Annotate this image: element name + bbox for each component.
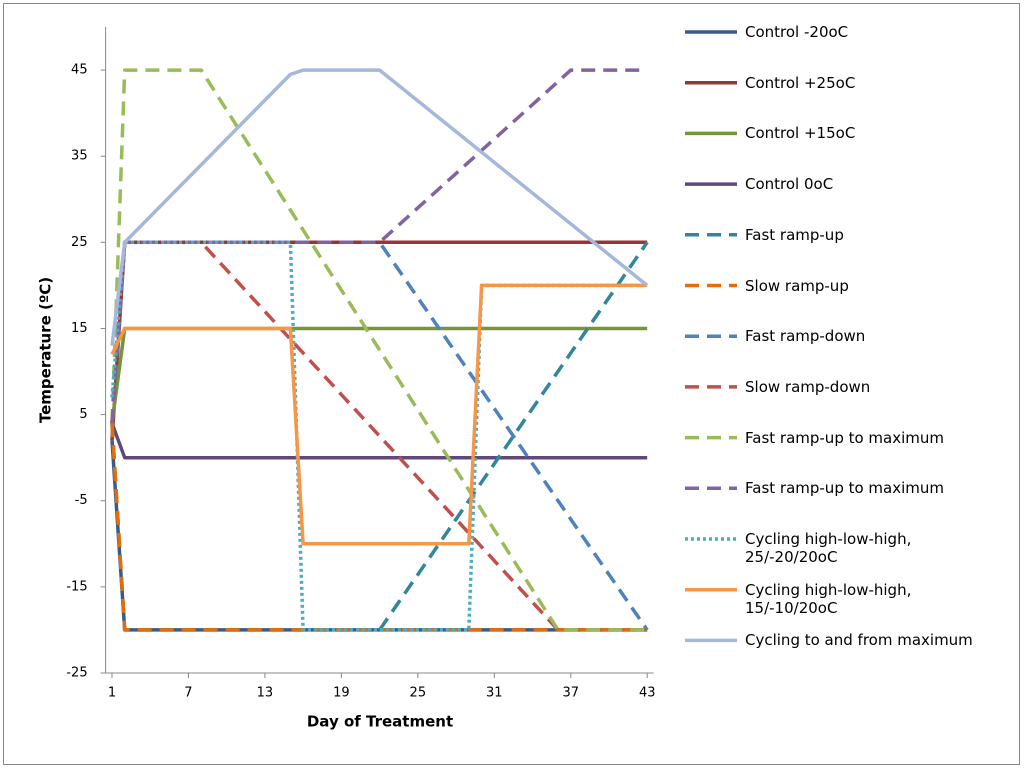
series-line — [110, 68, 648, 424]
y-axis-title: Temperature (ºC) — [37, 277, 55, 423]
y-tick-label: 25 — [71, 235, 88, 250]
x-tick-label: 19 — [333, 686, 350, 701]
y-tick-label: 35 — [71, 149, 88, 164]
series-line — [110, 423, 648, 632]
series-line — [110, 68, 649, 346]
legend-label: Fast ramp-up to maximum — [745, 428, 945, 447]
legend-label: Control 0oC — [745, 175, 834, 194]
x-tick-label: 43 — [639, 686, 656, 701]
legend-label: Control +15oC — [745, 124, 856, 143]
y-tick-label: 15 — [71, 321, 88, 336]
y-tick-label: -5 — [75, 493, 88, 508]
x-tick-label: 13 — [257, 686, 274, 701]
legend-label: Control +25oC — [745, 73, 856, 92]
x-tick-label: 25 — [410, 686, 427, 701]
y-tick-label: 45 — [71, 63, 88, 78]
y-tick-label: 5 — [79, 407, 87, 422]
series-line — [110, 283, 648, 546]
x-axis-title: Day of Treatment — [307, 713, 453, 731]
legend-label: Slow ramp-up — [745, 276, 849, 295]
x-tick-label: 37 — [562, 686, 579, 701]
x-tick-label: 7 — [184, 686, 192, 701]
x-tick-label: 31 — [486, 686, 503, 701]
chart-frame — [3, 3, 1020, 765]
series-line — [110, 68, 648, 632]
y-tick-label: -25 — [66, 666, 87, 681]
x-tick-label: 1 — [108, 686, 116, 701]
y-tick-label: -15 — [66, 579, 87, 594]
legend-label: Control -20oC — [745, 23, 849, 41]
legend-label: Cycling to and from maximum — [745, 631, 973, 650]
legend-label: Fast ramp-up to maximum — [745, 479, 945, 498]
legend-label: Cycling high-low-high, 25/-20/20oC — [745, 530, 912, 566]
legend-label: Slow ramp-down — [745, 377, 871, 396]
legend-label: Fast ramp-up — [745, 225, 844, 244]
legend-label: Fast ramp-down — [745, 327, 866, 346]
legend-label: Cycling high-low-high, 15/-10/20oC — [745, 580, 912, 617]
